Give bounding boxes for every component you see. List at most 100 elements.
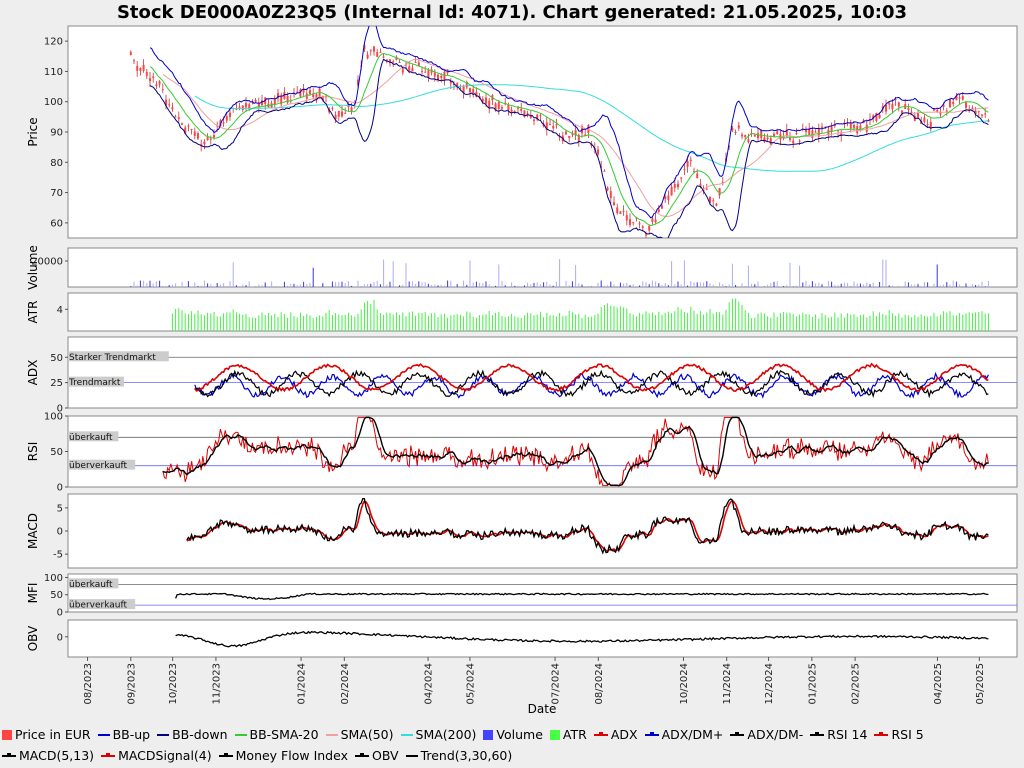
price-candle [577, 134, 580, 141]
legend-swatch [644, 732, 659, 736]
price-candle [161, 89, 164, 91]
legend-label: Trend(3,30,60) [420, 748, 513, 763]
price-candle [606, 187, 609, 191]
price-candle [961, 95, 964, 100]
price-candle [552, 125, 555, 129]
price-candle [657, 209, 660, 212]
price-candle [984, 113, 987, 115]
x-tick-label: 09/2023 [126, 663, 137, 705]
price-candle [936, 109, 939, 112]
price-candle [209, 138, 212, 140]
atr-panel [67, 292, 1018, 332]
legend-label: ADX/DM+ [661, 727, 724, 742]
x-tick-label: 12/2024 [764, 663, 775, 705]
price-candle [133, 60, 136, 62]
price-candle [545, 122, 548, 131]
legend-swatch [101, 753, 116, 757]
legend-item: MACD(5,13) [2, 745, 94, 766]
price-tick-label: 90 [50, 128, 63, 139]
price-candle [507, 104, 510, 111]
legend-swatch [354, 753, 369, 757]
price-candle [177, 117, 180, 120]
price-candle [782, 136, 785, 139]
price-candle [449, 81, 452, 84]
price-candle [664, 196, 667, 200]
legend-swatch [405, 755, 418, 757]
legend-item: BB-down [157, 724, 228, 745]
x-tick-label: 05/2025 [975, 663, 986, 705]
price-candle [171, 107, 174, 110]
price-candle [597, 149, 600, 155]
price-candle [376, 52, 379, 57]
x-tick-label: 11/2024 [722, 663, 733, 705]
rsi-panel [67, 415, 1018, 488]
obv-ylabel: OBV [26, 625, 40, 651]
x-tick-label: 04/2025 [933, 663, 944, 705]
price-candle [696, 173, 699, 179]
price-candle [321, 95, 324, 101]
price-candle [427, 70, 430, 78]
legend-label: OBV [371, 748, 399, 763]
price-candle [609, 191, 612, 199]
price-candle [929, 121, 932, 128]
adx-trend-label-bg [68, 376, 124, 387]
price-candle [533, 119, 536, 121]
x-tick-label: 08/2024 [594, 663, 605, 705]
price-candle [859, 125, 862, 131]
mfi-tick-label: 0 [57, 608, 63, 619]
price-candle [629, 219, 632, 226]
price-candle [385, 59, 388, 61]
price-candle [408, 66, 411, 71]
mfi-under-label: überverkauft [69, 601, 128, 611]
price-candle [689, 159, 692, 162]
sma50-line [162, 58, 989, 218]
price-candle [494, 103, 497, 111]
x-tick-label: 01/2024 [297, 663, 308, 705]
volume-ylabel: Volume [26, 245, 40, 290]
rsi-over-label-bg [68, 431, 119, 442]
price-candle [865, 124, 868, 132]
price-candle [529, 114, 532, 119]
legend-swatch [97, 734, 110, 736]
mfi-ylabel: MFI [26, 583, 40, 604]
price-candle [747, 139, 750, 143]
price-candle [344, 112, 347, 114]
price-candle [638, 223, 641, 225]
price-candle [181, 123, 184, 125]
legend-label: BB-up [112, 727, 151, 742]
price-candle [757, 133, 760, 139]
price-candle [193, 131, 196, 136]
legend-swatch [2, 730, 12, 740]
price-tick-label: 120 [44, 37, 63, 48]
price-candle [645, 234, 648, 236]
price-candle [565, 131, 568, 135]
price-candle [309, 90, 312, 94]
price-candle [568, 136, 571, 138]
price-candle [667, 195, 670, 200]
legend-swatch [234, 734, 247, 736]
price-candle [571, 133, 574, 135]
stock-chart: Stock DE000A0Z23Q5 (Internal Id: 4071). … [26, 2, 1018, 716]
rsi-under-label-bg [68, 459, 136, 470]
legend-label: Volume [496, 727, 543, 742]
volume-tick-label: 20000 [31, 257, 63, 268]
price-candle [334, 114, 337, 120]
legend-item: OBV [354, 745, 399, 766]
price-candle [977, 111, 980, 113]
legend-swatch [810, 732, 825, 736]
x-tick-label: 10/2024 [679, 663, 690, 705]
price-candle [488, 100, 491, 108]
price-plot [129, 26, 990, 238]
price-candle [187, 125, 190, 127]
price-candle [174, 116, 177, 118]
price-candle [366, 54, 369, 59]
price-candle [965, 102, 968, 108]
price-candle [280, 96, 283, 105]
price-candle [472, 88, 475, 94]
price-candle [421, 71, 424, 73]
adx-line [194, 362, 989, 393]
legend-swatch [2, 753, 16, 757]
legend-item: RSI 14 [810, 724, 867, 745]
price-candle [776, 131, 779, 135]
legend-label: MACDSignal(4) [118, 748, 212, 763]
